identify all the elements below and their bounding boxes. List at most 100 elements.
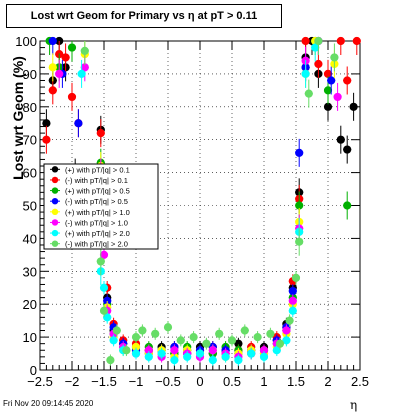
x-axis-label: η <box>350 398 358 412</box>
data-point <box>291 273 301 282</box>
data-point <box>343 201 352 210</box>
x-tick-label: −2 <box>65 374 80 389</box>
data-point <box>301 69 310 79</box>
data-point <box>336 36 345 46</box>
data-point <box>176 336 185 345</box>
chart-title: Lost wrt Geom for Primary vs η at pT > 0… <box>6 4 282 28</box>
x-tick-label: −1 <box>129 374 144 389</box>
data-point <box>131 333 141 342</box>
x-tick-label: 2.5 <box>351 374 369 389</box>
data-point <box>163 323 173 332</box>
data-point <box>221 352 230 361</box>
data-point <box>170 356 179 365</box>
legend-marker <box>51 219 59 226</box>
data-point <box>336 135 345 144</box>
data-point <box>99 306 109 315</box>
x-tick-label: −2.5 <box>27 374 53 389</box>
timestamp: Fri Nov 20 09:14:45 2020 <box>3 399 94 408</box>
data-point <box>202 339 211 348</box>
data-point <box>314 36 323 46</box>
x-tick-label: 2 <box>324 374 331 389</box>
data-point <box>301 36 310 46</box>
data-point <box>240 326 249 335</box>
data-point <box>304 89 313 98</box>
data-point <box>99 283 109 292</box>
legend-box <box>43 163 159 250</box>
data-point <box>67 92 77 102</box>
legend-entry: (+) with pT/|q| > 0.5 <box>65 187 130 196</box>
data-point <box>288 306 297 315</box>
data-point <box>266 329 275 338</box>
data-point <box>253 333 262 342</box>
data-point <box>48 36 57 46</box>
data-point <box>272 346 281 355</box>
legend-marker <box>51 166 59 173</box>
data-point <box>96 257 105 266</box>
data-point <box>157 349 166 358</box>
data-point <box>208 346 217 355</box>
data-point <box>247 349 256 358</box>
y-tick-label: 90 <box>23 67 37 82</box>
y-tick-label: 70 <box>23 133 37 148</box>
legend-entry: (+) with pT/|q| > 2.0 <box>65 229 130 238</box>
data-point <box>96 129 105 138</box>
data-point <box>275 339 285 348</box>
x-tick-label: 1 <box>260 374 267 389</box>
y-tick-label: 0 <box>30 363 37 378</box>
y-axis-label: Lost wrt Geom (%) <box>10 56 26 180</box>
legend-marker <box>51 229 59 237</box>
data-point <box>48 63 57 72</box>
data-point <box>343 145 352 154</box>
data-point <box>170 346 179 355</box>
x-tick-label: −0.5 <box>155 374 181 389</box>
legend-marker <box>51 208 59 216</box>
data-point <box>259 352 269 361</box>
data-point <box>189 333 198 342</box>
data-point <box>285 316 294 325</box>
data-point <box>99 250 109 259</box>
legend-marker <box>51 176 59 184</box>
data-point <box>295 148 304 157</box>
data-point <box>144 352 153 361</box>
data-point <box>195 349 205 358</box>
data-point <box>333 92 342 102</box>
data-point <box>74 119 83 128</box>
data-point <box>112 326 121 335</box>
data-point <box>327 76 336 85</box>
y-tick-label: 40 <box>23 231 37 246</box>
y-tick-label: 30 <box>23 264 37 279</box>
data-point <box>80 46 89 55</box>
data-point <box>323 86 333 95</box>
data-point <box>55 69 64 79</box>
data-point <box>122 346 131 355</box>
data-point <box>227 336 237 345</box>
data-point <box>349 102 358 111</box>
data-point <box>282 336 291 345</box>
y-tick-label: 100 <box>15 34 37 49</box>
y-tick-label: 20 <box>23 297 37 312</box>
data-point <box>77 69 86 79</box>
data-point <box>352 36 361 46</box>
data-point <box>42 135 51 144</box>
legend-entry: (-) with pT/|q| > 0.5 <box>65 197 128 206</box>
data-point <box>138 326 147 335</box>
legend-marker <box>51 187 59 194</box>
x-tick-label: 0.5 <box>223 374 241 389</box>
data-point <box>183 352 192 361</box>
y-tick-label: 80 <box>23 100 37 115</box>
legend-marker <box>51 197 59 205</box>
y-tick-label: 50 <box>23 199 37 214</box>
x-tick-label: 0 <box>196 374 203 389</box>
y-tick-label: 60 <box>23 166 37 181</box>
data-point <box>109 336 118 345</box>
data-point <box>106 356 115 365</box>
legend-entry: (+) with pT/|q| > 0.1 <box>65 165 130 174</box>
data-point <box>343 76 352 85</box>
data-point <box>282 326 291 335</box>
data-point <box>131 349 141 358</box>
legend-entry: (-) with pT/|q| > 2.0 <box>65 240 128 249</box>
data-point <box>61 53 70 62</box>
data-point <box>288 286 297 296</box>
legend-entry: (-) with pT/|q| > 1.0 <box>65 218 128 227</box>
